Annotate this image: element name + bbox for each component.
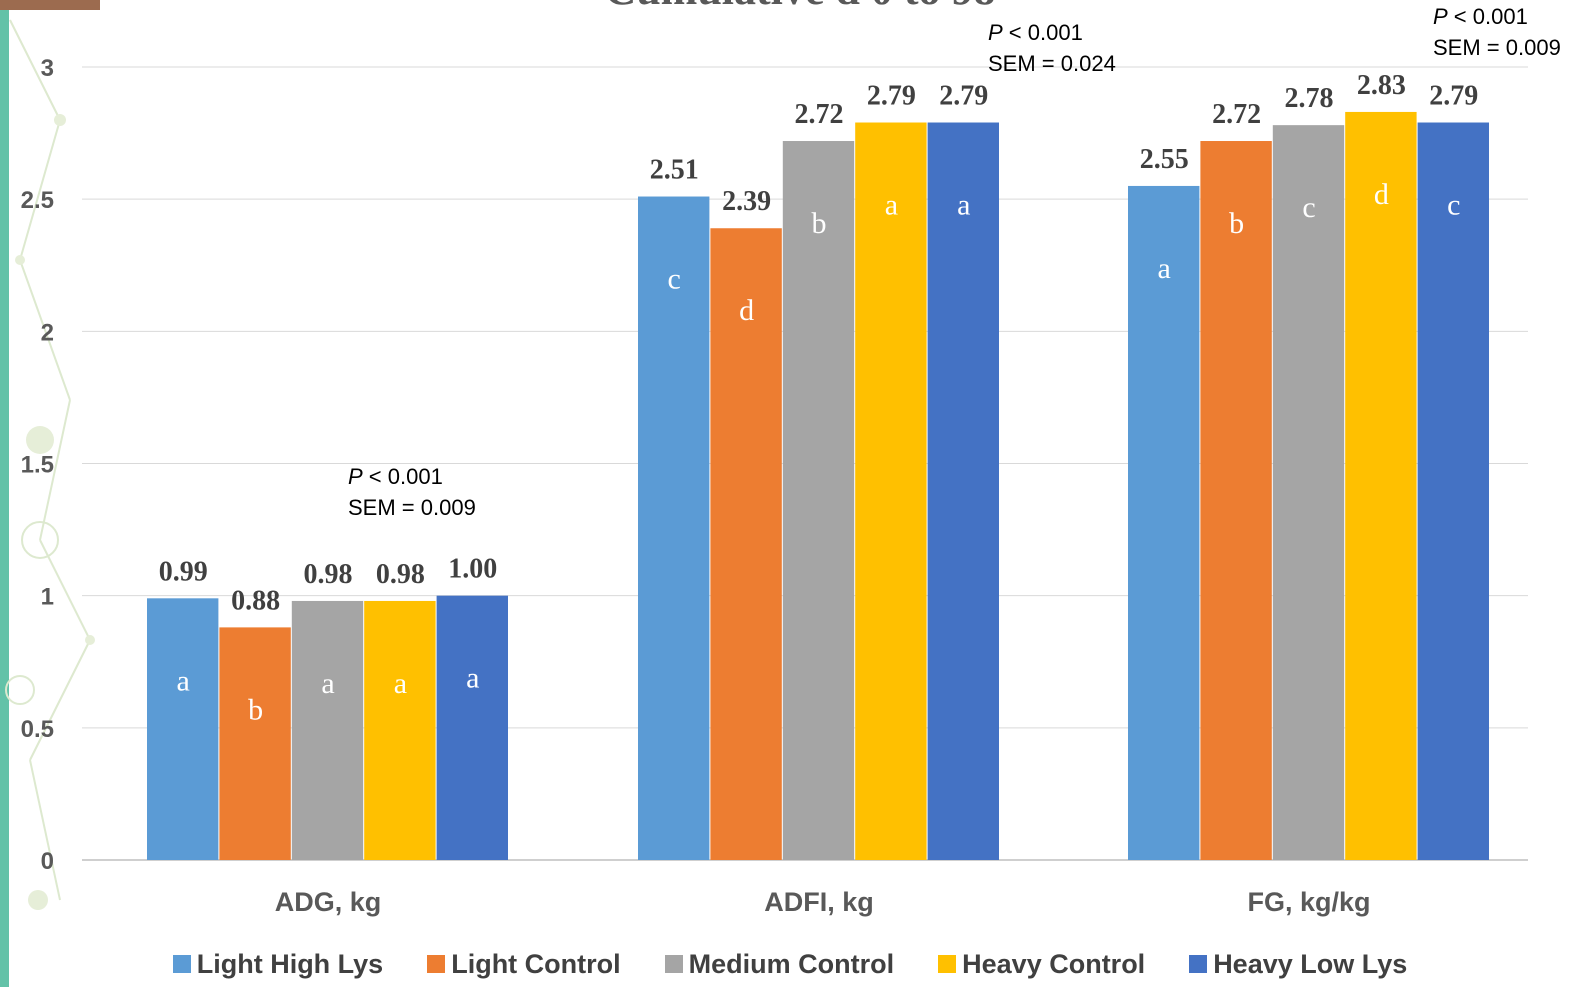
- y-tick-label: 0.5: [21, 716, 54, 743]
- bar: [1200, 141, 1272, 861]
- sem-annotation: SEM = 0.024: [988, 51, 1116, 76]
- bar: [147, 598, 219, 860]
- value-label: 0.88: [231, 585, 280, 616]
- legend-swatch: [172, 955, 191, 973]
- x-category-label: FG, kg/kg: [1247, 887, 1370, 917]
- significance-letter: a: [177, 664, 190, 697]
- x-category-label: ADG, kg: [275, 887, 382, 917]
- legend-item: Heavy Low Lys: [1189, 949, 1407, 980]
- bar: [638, 196, 710, 861]
- bar: [1345, 111, 1417, 861]
- significance-letter: c: [668, 263, 681, 296]
- value-label: 2.55: [1140, 144, 1189, 175]
- sem-annotation: SEM = 0.009: [1433, 35, 1561, 60]
- x-category-label: ADFI, kg: [764, 887, 874, 917]
- value-label: 2.79: [1429, 81, 1478, 112]
- value-label: 2.51: [650, 155, 699, 186]
- value-label: 1.00: [448, 554, 497, 585]
- y-tick-label: 1.5: [21, 452, 54, 479]
- chart-title: Cumulative d 0 to 98: [604, 0, 995, 14]
- bar: [291, 600, 364, 860]
- legend: Light High Lys Light Control Medium Contro…: [0, 946, 1580, 982]
- bar: [927, 122, 999, 860]
- legend-swatch: [938, 955, 957, 973]
- value-label: 0.99: [159, 556, 208, 587]
- significance-letter: a: [1158, 252, 1171, 285]
- bar: [219, 627, 291, 860]
- corner-accent: [0, 0, 100, 10]
- p-value-annotation: P < 0.001: [988, 20, 1083, 45]
- legend-item: Heavy Control: [938, 949, 1145, 980]
- legend-label: Light Control: [451, 948, 621, 979]
- legend-swatch: [1189, 955, 1208, 973]
- value-label: 0.98: [376, 559, 425, 590]
- bar: [855, 122, 927, 860]
- bar: [710, 228, 782, 860]
- bar: [782, 141, 855, 861]
- p-value-annotation: P < 0.001: [1433, 4, 1528, 29]
- bar: [1417, 122, 1489, 860]
- significance-letter: d: [1374, 178, 1389, 211]
- legend-item: Light High Lys: [172, 948, 384, 980]
- significance-letter: a: [957, 189, 970, 222]
- y-tick-label: 1: [41, 584, 54, 611]
- y-tick-label: 2: [41, 319, 54, 346]
- significance-letter: b: [812, 207, 827, 240]
- significance-letter: a: [885, 189, 898, 222]
- legend-label: Heavy Low Lys: [1213, 948, 1408, 979]
- y-tick-label: 0: [41, 848, 54, 875]
- bar: [1272, 125, 1345, 861]
- legend-label: Heavy Control: [962, 948, 1146, 979]
- legend-item: Medium Control: [664, 948, 895, 980]
- value-label: 2.78: [1285, 83, 1334, 114]
- value-label: 2.79: [939, 81, 988, 112]
- legend-item: Light Control: [427, 948, 621, 980]
- sem-annotation: SEM = 0.009: [348, 495, 476, 520]
- legend-label: Light High Lys: [196, 948, 384, 979]
- bar: [436, 595, 508, 860]
- value-label: 0.98: [304, 559, 353, 590]
- value-label: 2.83: [1357, 70, 1406, 101]
- y-tick-label: 3: [41, 55, 54, 82]
- bar: [364, 600, 436, 860]
- legend-swatch: [427, 955, 446, 973]
- significance-letter: c: [1302, 191, 1315, 224]
- decorative-molecule-background: [0, 0, 110, 987]
- bar: [1128, 185, 1200, 860]
- legend-label: Medium Control: [688, 948, 895, 979]
- value-label: 2.79: [867, 81, 916, 112]
- value-label: 2.39: [722, 186, 771, 217]
- value-label: 2.72: [795, 99, 844, 130]
- significance-letter: d: [739, 294, 754, 327]
- y-tick-label: 2.5: [21, 187, 54, 214]
- value-label: 2.72: [1212, 99, 1261, 130]
- significance-letter: a: [466, 662, 479, 695]
- significance-letter: b: [1229, 207, 1244, 240]
- significance-letter: c: [1447, 189, 1460, 222]
- legend-swatch: [664, 955, 683, 973]
- significance-letter: a: [394, 667, 407, 700]
- p-value-annotation: P < 0.001: [348, 464, 443, 489]
- significance-letter: b: [248, 693, 263, 726]
- significance-letter: a: [321, 667, 334, 700]
